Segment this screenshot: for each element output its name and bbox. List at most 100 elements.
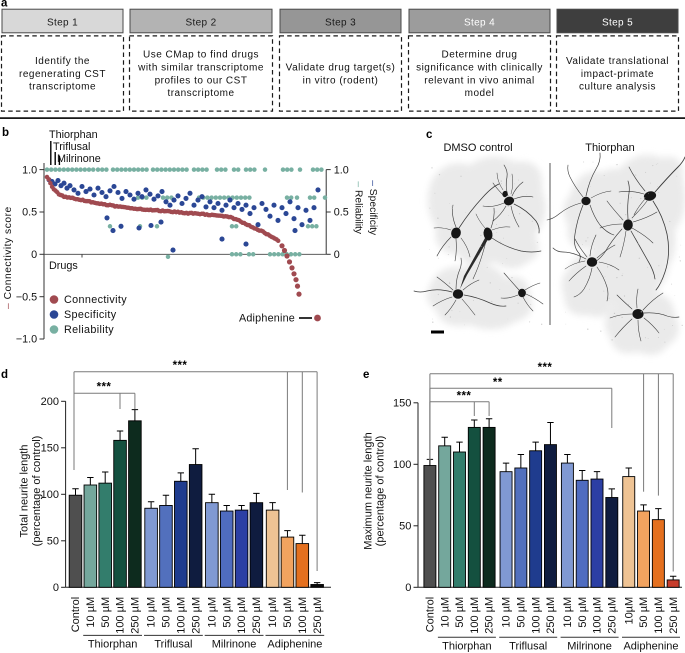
svg-text:10 µM: 10 µM (267, 597, 279, 628)
svg-text:– Connectivity score: – Connectivity score (3, 206, 14, 309)
svg-text:**: ** (493, 377, 503, 389)
svg-text:profiles to our CST: profiles to our CST (155, 75, 248, 86)
svg-text:100: 100 (41, 489, 59, 501)
svg-text:250 µM: 250 µM (251, 597, 263, 634)
svg-text:Step 4: Step 4 (464, 17, 495, 28)
svg-text:Validate translational: Validate translational (566, 56, 669, 67)
svg-text:Step 5: Step 5 (602, 17, 633, 28)
svg-text:10 µM: 10 µM (439, 597, 451, 628)
svg-text:Determine drug: Determine drug (442, 50, 518, 61)
svg-text:250 µM: 250 µM (312, 597, 324, 634)
svg-text:1.0: 1.0 (22, 164, 37, 176)
svg-text:Milrinone: Milrinone (212, 639, 257, 651)
svg-text:150: 150 (393, 398, 411, 410)
svg-text:50 µM: 50 µM (161, 597, 173, 628)
svg-text:Specificity: Specificity (64, 309, 117, 321)
svg-text:0.5: 0.5 (22, 207, 37, 219)
svg-text:250 µM: 250 µM (484, 597, 496, 634)
svg-text:e: e (363, 369, 369, 381)
svg-text:−1.0: −1.0 (16, 334, 37, 346)
svg-text:100 µM: 100 µM (592, 597, 604, 634)
svg-text:Thiorphan: Thiorphan (49, 129, 98, 141)
svg-text:−0.5: −0.5 (16, 291, 37, 303)
svg-text:relevant in vivo animal: relevant in vivo animal (424, 75, 534, 86)
svg-text:(percentage of control): (percentage of control) (375, 436, 387, 547)
svg-text:Use CMap to find drugs: Use CMap to find drugs (143, 50, 259, 61)
svg-text:0: 0 (53, 582, 59, 594)
svg-text:10µM: 10µM (623, 597, 635, 625)
svg-text:Thiorphan: Thiorphan (585, 142, 635, 154)
svg-text:***: *** (97, 382, 112, 394)
svg-text:Control: Control (70, 597, 82, 632)
svg-text:10 µM: 10 µM (501, 597, 513, 628)
svg-text:100 µM: 100 µM (469, 597, 481, 634)
svg-text:regenerating CST: regenerating CST (19, 69, 106, 80)
svg-text:250 µM: 250 µM (545, 597, 557, 634)
svg-text:Maximum neurite length: Maximum neurite length (363, 432, 375, 549)
svg-text:– Specificity: – Specificity (367, 180, 378, 236)
svg-text:a: a (1, 0, 8, 9)
svg-text:Milrinone: Milrinone (57, 153, 101, 165)
svg-text:Identify the: Identify the (35, 56, 90, 67)
svg-text:10 µM: 10 µM (206, 597, 218, 628)
svg-text:Triflusal: Triflusal (509, 640, 547, 652)
svg-text:50 µM: 50 µM (515, 597, 527, 628)
svg-text:250 µM: 250 µM (606, 597, 618, 634)
svg-text:100 µM: 100 µM (175, 597, 187, 634)
svg-text:***: *** (457, 391, 472, 403)
svg-text:Triflusal: Triflusal (154, 639, 192, 651)
svg-text:50 µM: 50 µM (577, 597, 589, 628)
svg-text:Adiphenine: Adiphenine (267, 639, 322, 651)
svg-text:***: *** (538, 362, 553, 374)
svg-text:0: 0 (31, 249, 37, 261)
svg-text:10 µM: 10 µM (85, 597, 97, 628)
svg-text:Step 3: Step 3 (325, 17, 356, 28)
svg-text:Adiphenine: Adiphenine (623, 640, 678, 652)
svg-text:10 µM: 10 µM (562, 597, 574, 628)
svg-text:culture analysis: culture analysis (579, 82, 656, 93)
svg-text:100 µM: 100 µM (297, 597, 309, 634)
svg-text:Triflusal: Triflusal (53, 141, 90, 153)
svg-text:***: *** (173, 360, 188, 372)
svg-text:Adiphenine: Adiphenine (239, 313, 295, 325)
svg-text:200: 200 (41, 396, 59, 408)
svg-text:Validate drug target(s): Validate drug target(s) (286, 63, 396, 74)
svg-text:50: 50 (399, 521, 411, 533)
svg-text:1.0: 1.0 (334, 164, 349, 176)
svg-text:Total neurite length: Total neurite length (19, 445, 31, 538)
svg-text:50: 50 (47, 536, 59, 548)
svg-text:0.5: 0.5 (334, 207, 349, 219)
svg-text:Reliability: Reliability (64, 324, 114, 336)
svg-text:10 µM: 10 µM (146, 597, 158, 628)
svg-text:100 µM: 100 µM (653, 597, 665, 634)
svg-text:50 µM: 50 µM (100, 597, 112, 628)
svg-text:model: model (465, 88, 495, 99)
svg-text:Connectivity: Connectivity (64, 294, 127, 306)
svg-text:– Reliability: – Reliability (353, 181, 364, 235)
svg-text:Step 1: Step 1 (47, 17, 78, 28)
svg-text:Thiorphan: Thiorphan (442, 640, 492, 652)
svg-text:impact-primate: impact-primate (581, 69, 654, 80)
svg-text:0: 0 (405, 582, 411, 594)
svg-text:significance with clinically: significance with clinically (416, 63, 543, 74)
svg-text:50 µM: 50 µM (221, 597, 233, 628)
svg-text:c: c (426, 129, 433, 141)
svg-text:250 µM: 250 µM (130, 597, 142, 634)
svg-text:Control: Control (425, 597, 437, 632)
svg-text:(percentage of control): (percentage of control) (31, 436, 43, 547)
svg-text:250 µM: 250 µM (668, 597, 680, 634)
svg-text:Step 2: Step 2 (185, 17, 216, 28)
svg-text:100: 100 (393, 459, 411, 471)
svg-text:50 µM: 50 µM (638, 597, 650, 628)
svg-text:150: 150 (41, 443, 59, 455)
svg-text:0: 0 (334, 249, 340, 261)
svg-text:100 µM: 100 µM (115, 597, 127, 634)
svg-text:with similar transcriptome: with similar transcriptome (137, 63, 264, 74)
svg-text:50 µM: 50 µM (454, 597, 466, 628)
svg-text:Thiorphan: Thiorphan (88, 639, 138, 651)
svg-text:50 µM: 50 µM (282, 597, 294, 628)
svg-text:b: b (2, 127, 9, 139)
svg-text:in vitro (rodent): in vitro (rodent) (303, 75, 379, 86)
svg-text:250 µM: 250 µM (190, 597, 202, 634)
svg-text:Drugs: Drugs (49, 260, 78, 272)
